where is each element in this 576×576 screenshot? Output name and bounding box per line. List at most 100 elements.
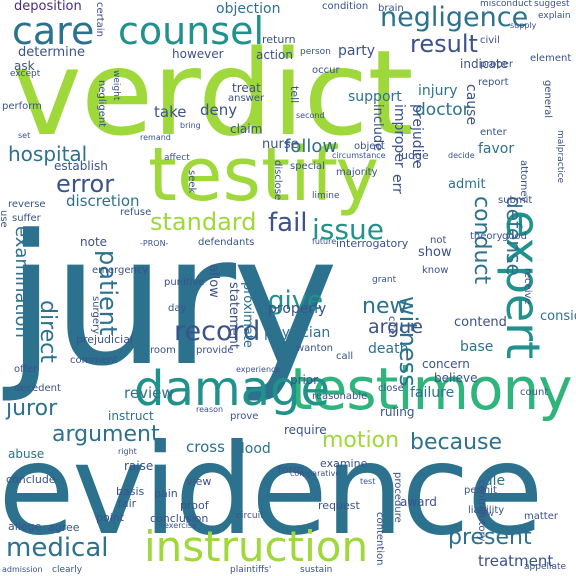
word-argue: argue — [368, 316, 423, 338]
word-pron: -PRON- — [140, 239, 169, 248]
word-establish: establish — [54, 159, 108, 173]
word-count: count — [520, 387, 549, 398]
word-permit: permit — [464, 485, 497, 496]
word-argument: argument — [52, 422, 160, 447]
word-reverse: reverse — [8, 199, 46, 210]
word-deposition: deposition — [14, 0, 82, 14]
word-new: new — [362, 294, 408, 319]
word-death: death — [368, 341, 409, 357]
word-room: room — [150, 345, 176, 356]
word-surgery: surgery — [90, 296, 101, 335]
word-examine: examine — [320, 457, 368, 470]
word-abuse: abuse — [8, 447, 45, 461]
word-circuit: circuit — [236, 511, 264, 521]
word-cite: cite — [386, 316, 397, 335]
word-object: object — [354, 141, 385, 152]
word-hospital: hospital — [8, 142, 88, 166]
word-base: base — [460, 339, 494, 355]
word-record: record — [174, 316, 261, 347]
word-element: element — [530, 53, 572, 64]
word-contributory: contributory — [476, 480, 487, 542]
word-comment: comment — [70, 355, 118, 366]
word-result: result — [410, 30, 478, 58]
word-circumstance: circumstance — [332, 151, 386, 160]
word-because: because — [410, 430, 503, 455]
word-punitive: punitive — [164, 277, 205, 288]
word-statement: statement — [226, 282, 241, 349]
word-failure: failure — [410, 385, 455, 401]
word-follow: follow — [284, 136, 338, 157]
word-however: however — [172, 47, 224, 61]
word-cause: cause — [463, 84, 479, 126]
word-receive: receive — [522, 268, 533, 305]
word-take: take — [154, 103, 187, 121]
word-submit: submit — [498, 195, 533, 206]
word-request: request — [318, 499, 360, 512]
word-reasonable: reasonable — [312, 391, 368, 402]
word-prove: prove — [230, 411, 259, 422]
word-second: second — [296, 111, 325, 120]
word-view: view — [186, 475, 212, 488]
word-condition: condition — [322, 1, 369, 12]
word-malpractice: malpractice — [555, 130, 565, 184]
word-grant: grant — [372, 275, 397, 285]
word-care: care — [12, 9, 95, 53]
word-instruction: instruction — [144, 522, 369, 571]
word-answer: answer — [228, 93, 265, 104]
word-wanton: wanton — [296, 343, 334, 354]
word-tell: tell — [288, 86, 301, 104]
word-exercise: exercise — [164, 521, 198, 530]
word-discretion: discretion — [66, 192, 140, 210]
word-agree: agree — [48, 521, 80, 534]
word-issue: issue — [312, 213, 384, 246]
word-point: point — [96, 511, 125, 524]
word-testimony: testimony — [290, 355, 573, 423]
word-weight: weight — [111, 70, 121, 101]
word-provide: provide — [196, 345, 234, 356]
word-procedure: procedure — [392, 472, 403, 523]
word-fail: fail — [268, 208, 308, 238]
word-award: award — [400, 495, 437, 509]
word-support: support — [348, 89, 402, 105]
word-blood: blood — [232, 441, 271, 457]
word-prior: prior — [290, 373, 319, 387]
word-explain: explain — [538, 11, 571, 21]
word-affect: affect — [164, 153, 190, 163]
word-form: form — [278, 463, 304, 476]
word-cross: cross — [186, 438, 225, 456]
word-require: require — [284, 423, 327, 437]
word-future: future — [312, 237, 337, 246]
word-experience: experience — [236, 365, 281, 374]
word-prejudice: prejudice — [409, 104, 425, 169]
word-admission: admission — [2, 565, 43, 574]
word-contend: contend — [454, 315, 507, 330]
word-damage: damage — [134, 361, 331, 417]
word-day: day — [168, 303, 187, 314]
word-close: close — [378, 383, 404, 394]
word-rule: rule — [478, 473, 506, 489]
word-believe: believe — [434, 371, 478, 385]
word-direct: direct — [35, 300, 60, 363]
word-proper: proper — [480, 59, 513, 70]
word-good: good — [502, 231, 527, 242]
word-properly: properly — [268, 301, 327, 317]
word-remand: remand — [140, 133, 171, 142]
word-report: report — [478, 77, 509, 88]
word-claim: claim — [230, 122, 263, 136]
word-counsel: counsel — [118, 9, 265, 53]
word-evidence: evidence — [0, 418, 544, 563]
word-verdict: verdict — [12, 24, 414, 162]
word-enter: enter — [480, 127, 507, 138]
word-juror: juror — [6, 396, 58, 421]
word-clearly: clearly — [52, 565, 83, 575]
word-treatment: treatment — [478, 552, 554, 570]
word-plaintiffs: plaintiffs' — [230, 565, 272, 575]
word-right: right — [118, 447, 137, 456]
word-indicate: indicate — [460, 57, 508, 71]
word-improper: improper — [391, 104, 407, 168]
word-suggest: suggest — [534, 0, 570, 9]
word-test: test — [360, 477, 376, 486]
word-review: review — [124, 384, 174, 402]
word-judge: judge — [398, 149, 429, 162]
word-seek: seek — [186, 170, 197, 194]
